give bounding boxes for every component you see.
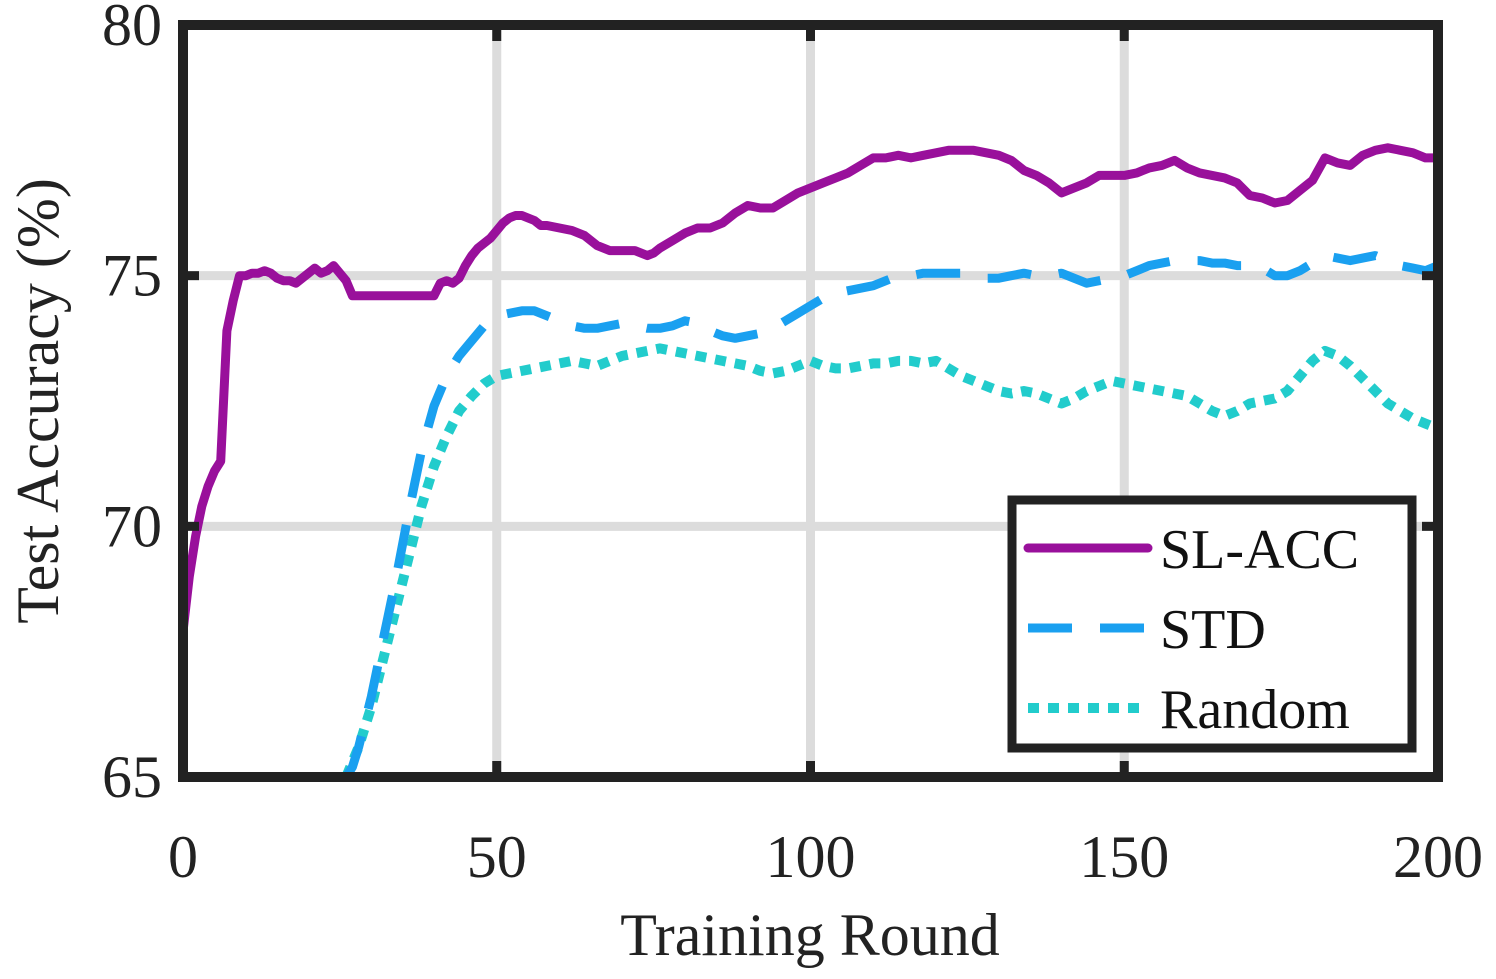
y-tick-label: 75 [102,243,162,309]
x-tick-label: 100 [766,824,856,890]
plot-area [183,143,1438,777]
y-tick-label: 65 [102,744,162,810]
legend: SL-ACC STD Random [1007,495,1417,753]
tick-labels: 0 50 100 150 200 65 70 75 80 [102,0,1483,890]
series-layer [183,143,1438,777]
series-line-random [341,343,1438,777]
series-line-std [342,251,1438,777]
y-tick-label: 80 [102,0,162,58]
series-line-sl-acc [183,143,1438,637]
legend-label-sl-acc: SL-ACC [1160,519,1359,581]
x-tick-label: 50 [467,824,527,890]
legend-label-random: Random [1160,679,1350,741]
x-tick-label: 0 [168,824,198,890]
x-tick-label: 200 [1393,824,1483,890]
legend-label-std: STD [1160,599,1266,661]
x-tick-label: 150 [1079,824,1169,890]
plot-frame [178,20,1443,782]
y-tick-label: 70 [102,493,162,559]
y-axis-title: Test Accuracy (%) [5,178,71,624]
x-axis-title: Training Round [620,902,1000,968]
